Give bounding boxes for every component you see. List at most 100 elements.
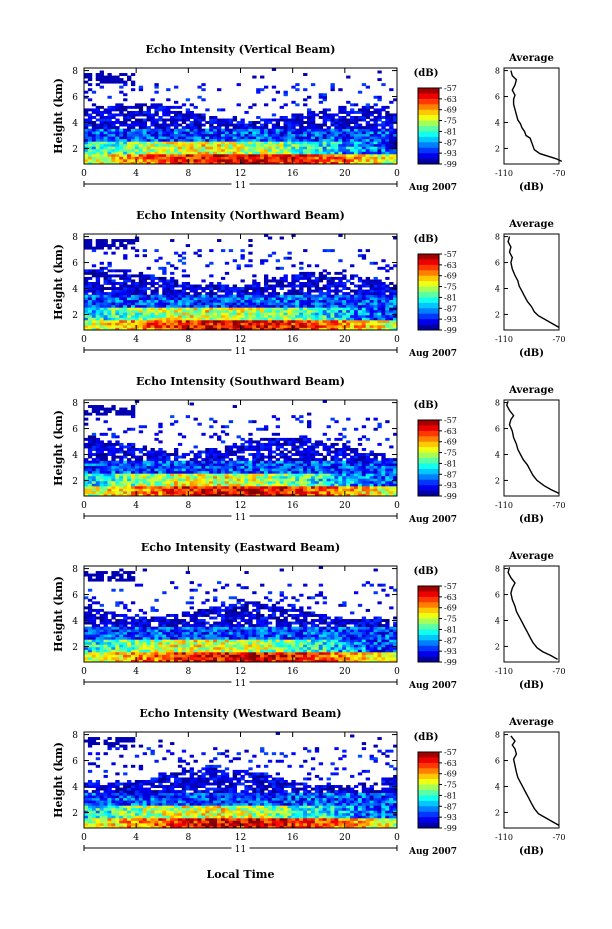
heatmap-cell	[314, 309, 320, 313]
heatmap-cell	[119, 110, 124, 114]
heatmap-cell	[193, 141, 198, 145]
heatmap-cell	[111, 485, 116, 489]
heatmap-cell	[330, 297, 335, 301]
heatmap-cell	[173, 302, 179, 306]
heatmap-cell	[138, 274, 144, 278]
heatmap-cell	[95, 448, 101, 451]
heatmap-cell	[232, 123, 237, 127]
heatmap-cell	[326, 287, 331, 290]
heatmap-cell	[326, 319, 331, 323]
heatmap-cell	[224, 136, 230, 140]
heatmap-cell	[127, 458, 132, 462]
heatmap-cell	[236, 490, 241, 494]
heatmap-cell	[127, 470, 132, 474]
heatmap-cell	[393, 153, 398, 157]
heatmap-cell	[283, 138, 288, 142]
heatmap-cell	[217, 327, 222, 331]
heatmap-cell	[279, 161, 284, 165]
heatmap-cell	[138, 138, 144, 142]
heatmap-cell	[217, 131, 222, 135]
heatmap-cell	[123, 407, 128, 411]
heatmap-cell	[173, 153, 179, 157]
heatmap-cell	[318, 110, 324, 114]
heatmap-cell	[127, 453, 132, 456]
heatmap-cell	[84, 284, 89, 288]
heatmap-cell	[393, 294, 398, 298]
heatmap-cell	[87, 442, 93, 446]
heatmap-cell	[240, 442, 245, 446]
heatmap-cell	[291, 314, 296, 318]
heatmap-cell	[197, 121, 202, 124]
heatmap-cell	[389, 324, 394, 328]
heatmap-cell	[170, 309, 175, 313]
heatmap-cell	[252, 453, 257, 456]
heatmap-cell	[256, 136, 261, 140]
heatmap-cell	[95, 244, 101, 248]
heatmap-cell	[99, 85, 104, 89]
heatmap-cell	[127, 322, 132, 326]
heatmap-cell	[115, 113, 120, 117]
heatmap-cell	[381, 116, 386, 119]
heatmap-cell	[170, 136, 175, 140]
heatmap-cell	[389, 309, 394, 313]
heatmap-cell	[338, 322, 343, 326]
heatmap-cell	[271, 126, 277, 130]
heatmap-cell	[357, 287, 363, 290]
heatmap-cell	[287, 317, 292, 321]
heatmap-cell	[338, 314, 343, 318]
heatmap-cell	[84, 480, 89, 484]
heatmap-cell	[287, 282, 292, 285]
heatmap-cell	[279, 470, 284, 474]
heatmap-cell	[111, 480, 116, 484]
heatmap-cell	[130, 427, 136, 431]
heatmap-cell	[217, 309, 222, 313]
heatmap-cell	[170, 141, 175, 145]
heatmap-cell	[107, 485, 112, 489]
heatmap-cell	[91, 440, 97, 444]
heatmap-cell	[322, 445, 327, 449]
heatmap-cell	[334, 450, 339, 454]
heatmap-cell	[248, 123, 253, 127]
heatmap-cell	[236, 161, 241, 165]
heatmap-cell	[389, 133, 394, 137]
heatmap-cell	[307, 292, 312, 296]
heatmap-cell	[299, 294, 304, 298]
heatmap-cell	[244, 493, 249, 497]
heatmap-cell	[134, 463, 140, 467]
heatmap-cell	[263, 322, 269, 326]
heatmap-cell	[252, 274, 257, 278]
heatmap-cell	[209, 478, 214, 482]
heatmap-cell	[350, 312, 355, 316]
heatmap-cell	[299, 415, 304, 419]
heatmap-cell	[291, 437, 296, 441]
heatmap-cell	[291, 118, 296, 122]
heatmap-cell	[146, 276, 151, 280]
heatmap-cell	[244, 123, 249, 127]
heatmap-cell	[189, 327, 194, 331]
heatmap-cell	[267, 161, 273, 165]
heatmap-cell	[240, 289, 245, 293]
heatmap-cell	[134, 236, 140, 240]
heatmap-cell	[385, 319, 390, 323]
colorbar-swatch	[418, 120, 439, 127]
heatmap-cell	[123, 483, 128, 487]
heatmap-cell	[291, 473, 296, 477]
heatmap-cell	[220, 483, 226, 487]
heatmap-cell	[177, 254, 183, 258]
heatmap-cell	[369, 131, 374, 135]
heatmap-cell	[283, 294, 288, 298]
heatmap-cell	[127, 445, 132, 449]
heatmap-cell	[123, 445, 128, 449]
heatmap-cell	[181, 136, 187, 140]
heatmap-cell	[287, 256, 292, 260]
heatmap-cell	[111, 105, 116, 109]
heatmap-cell	[299, 445, 304, 449]
heatmap-cell	[181, 131, 187, 135]
heatmap-cell	[84, 309, 89, 313]
x-tick-label: 0	[394, 335, 400, 345]
heatmap-cell	[130, 158, 136, 162]
heatmap-cell	[213, 116, 218, 119]
heatmap-cell	[303, 470, 308, 474]
heatmap-cell	[342, 465, 347, 469]
heatmap-cell	[95, 302, 101, 306]
